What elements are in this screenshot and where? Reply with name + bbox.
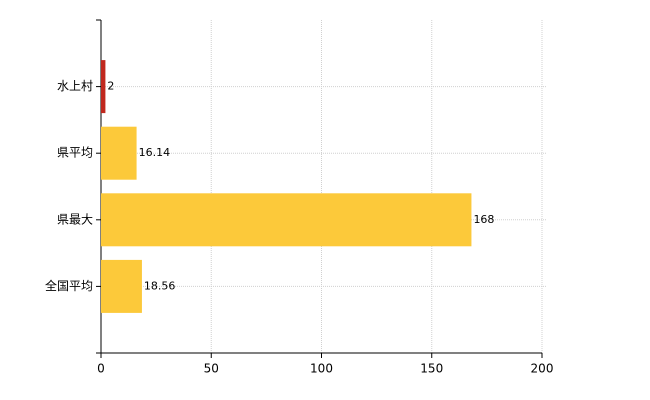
value-label: 2 [107, 80, 114, 93]
y-tick-label: 全国平均 [45, 278, 93, 293]
bar [101, 126, 137, 180]
y-tick-label: 県平均 [57, 146, 93, 160]
x-tick-label: 100 [310, 362, 333, 376]
y-tick-label: 県最大 [57, 212, 93, 226]
x-tick-label: 0 [97, 362, 105, 376]
value-label: 168 [473, 213, 494, 226]
x-tick-label: 200 [531, 362, 554, 376]
x-tick-label: 150 [420, 362, 443, 376]
value-label: 16.14 [139, 146, 171, 159]
x-tick-label: 50 [204, 362, 219, 376]
y-tick-label: 水上村 [57, 79, 93, 93]
value-label: 18.56 [144, 279, 176, 292]
bar [101, 193, 472, 247]
bar [101, 259, 142, 313]
bar [101, 60, 106, 114]
